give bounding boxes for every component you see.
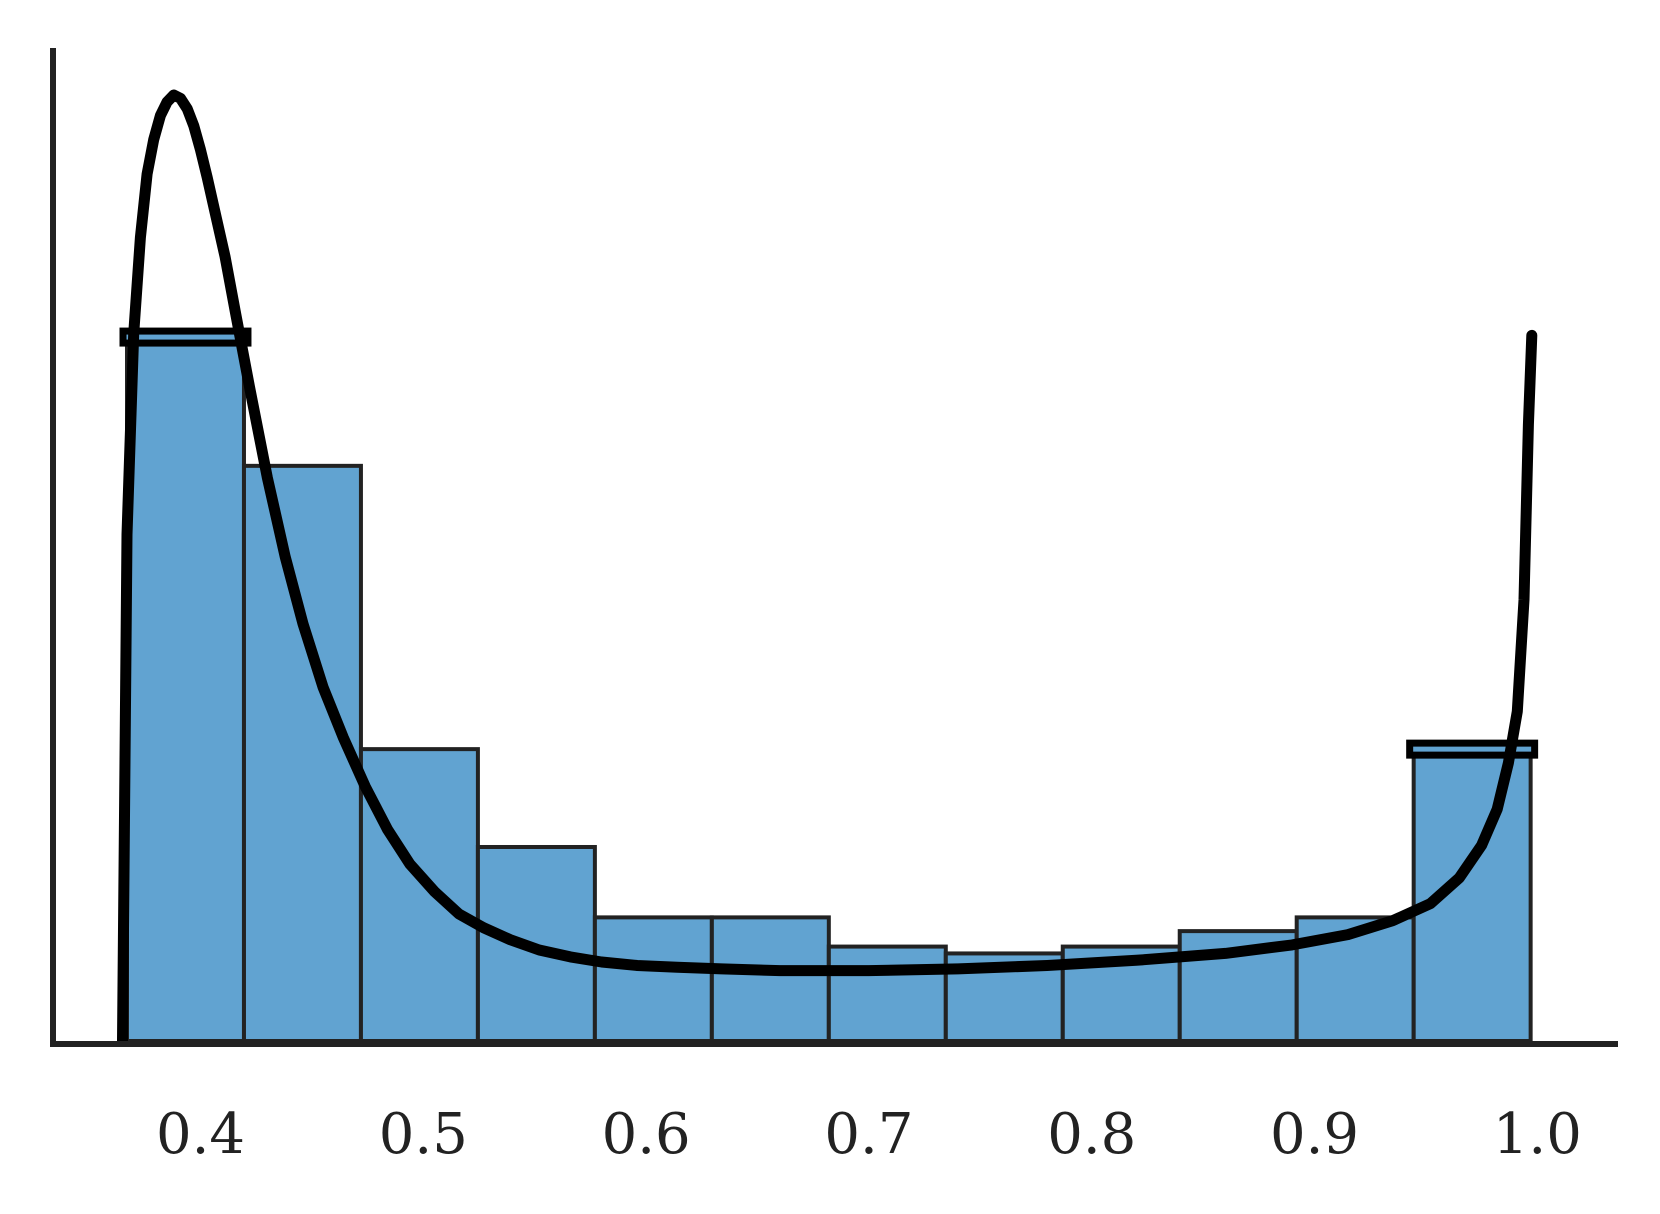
density-curve — [117, 89, 1538, 1047]
histogram-bar-6 — [709, 915, 831, 1044]
x-tick-label: 0.9 — [1270, 1102, 1359, 1167]
x-tick-label: 0.6 — [602, 1102, 691, 1167]
x-tick-label: 0.7 — [824, 1102, 913, 1167]
x-tick-label: 0.8 — [1047, 1102, 1136, 1167]
histogram-bar-7 — [826, 944, 948, 1044]
histogram-bar-3 — [358, 747, 480, 1043]
highlighted-bin-cap-1 — [119, 327, 252, 347]
highlighted-bin-cap-12 — [1406, 739, 1539, 759]
x-tick-label: 1.0 — [1493, 1102, 1582, 1167]
histogram-bar-2 — [241, 463, 363, 1043]
x-tick-label: 0.4 — [156, 1102, 245, 1167]
histogram-bar-1 — [125, 335, 246, 1044]
histogram-bar-12 — [1411, 747, 1533, 1043]
x-tick-labels: 0.4 0.5 0.6 0.7 0.8 0.9 1.0 — [156, 1102, 1582, 1167]
histogram-bars — [125, 335, 1533, 1044]
histogram-bar-5 — [592, 915, 714, 1044]
highlighted-bin-caps — [119, 327, 1539, 759]
x-tick-label: 0.5 — [379, 1102, 468, 1167]
